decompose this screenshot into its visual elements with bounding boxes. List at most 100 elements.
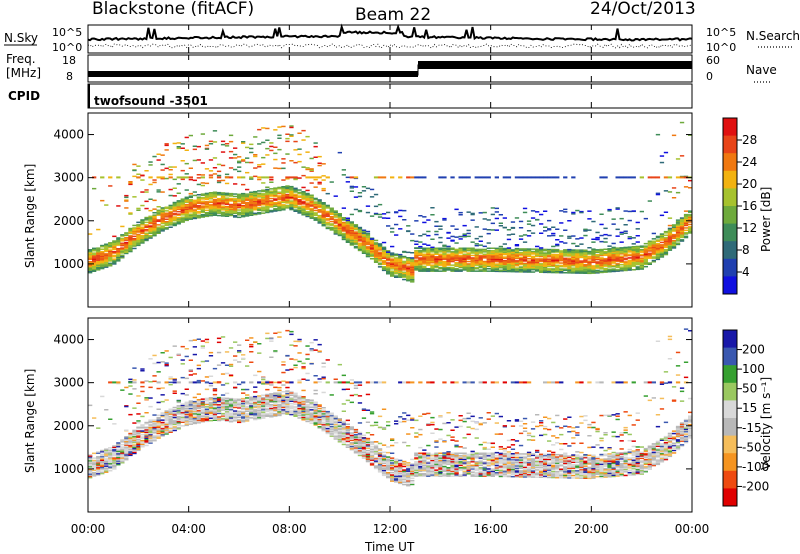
heatmap-cell (571, 262, 576, 265)
heatmap-cell (458, 264, 463, 266)
heatmap-cell (345, 233, 350, 235)
heatmap-cell (249, 413, 254, 415)
heatmap-cell (478, 235, 483, 238)
heatmap-cell (667, 249, 673, 251)
heatmap-cell (192, 381, 197, 384)
heatmap-cell (418, 241, 423, 243)
heatmap-cell (172, 429, 177, 432)
heatmap-cell (224, 195, 230, 197)
heatmap-cell (547, 256, 552, 258)
heatmap-cell (208, 405, 214, 407)
heatmap-cell (575, 257, 580, 260)
heatmap-cell (414, 264, 419, 266)
heatmap-cell (458, 247, 463, 249)
heatmap-cell (144, 380, 149, 382)
heatmap-cell (679, 239, 685, 241)
heatmap-cell (462, 224, 467, 227)
heatmap-cell (579, 263, 584, 266)
heatmap-cell (647, 246, 652, 249)
heatmap-cell (333, 232, 338, 234)
heatmap-cell (196, 204, 201, 207)
heatmap-cell (100, 258, 105, 260)
heatmap-cell (168, 173, 173, 176)
heatmap-cell (675, 158, 681, 160)
heatmap-cell (349, 448, 354, 450)
heatmap-cell (245, 399, 250, 402)
heatmap-cell (446, 264, 451, 266)
heatmap-cell (615, 207, 620, 209)
heatmap-cell (313, 206, 318, 208)
heatmap-cell (196, 174, 201, 176)
heatmap-cell (112, 242, 117, 245)
heatmap-cell (482, 251, 487, 253)
heatmap-cell (172, 207, 177, 210)
heatmap-cell (301, 129, 306, 132)
heatmap-cell (96, 259, 101, 261)
heatmap-cell (176, 203, 181, 206)
heatmap-cell (555, 258, 560, 261)
heatmap-cell (301, 402, 306, 404)
heatmap-cell (184, 405, 189, 407)
heatmap-cell (635, 256, 640, 259)
heatmap-cell (216, 364, 222, 366)
heatmap-cell (136, 421, 141, 424)
heatmap-cell (297, 201, 302, 203)
heatmap-cell (333, 230, 338, 233)
heatmap-cell (192, 215, 197, 217)
heatmap-cell (434, 248, 439, 251)
heatmap-cell (92, 473, 97, 475)
heatmap-cell (510, 257, 516, 260)
heatmap-cell (345, 427, 350, 429)
heatmap-cell (233, 205, 238, 207)
heatmap-cell (426, 252, 431, 254)
heatmap-cell (551, 250, 556, 252)
heatmap-cell (619, 217, 624, 220)
heatmap-cell (377, 266, 383, 268)
heatmap-cell (333, 213, 338, 216)
heatmap-cell (317, 416, 322, 418)
heatmap-cell (224, 398, 230, 401)
heatmap-cell (253, 136, 258, 138)
heatmap-cell (204, 400, 210, 402)
heatmap-cell (128, 248, 133, 250)
heatmap-cell (245, 410, 250, 412)
heatmap-cell (345, 234, 350, 236)
heatmap-cell (212, 173, 218, 175)
heatmap-cell (486, 251, 491, 253)
heatmap-cell (369, 449, 375, 452)
heatmap-cell (164, 418, 169, 421)
heatmap-cell (128, 212, 133, 214)
heatmap-cell (502, 243, 507, 245)
heatmap-cell (136, 237, 141, 239)
heatmap-cell (112, 461, 117, 463)
heatmap-cell (128, 454, 133, 457)
heatmap-cell (200, 215, 205, 217)
heatmap-cell (212, 204, 218, 207)
heatmap-cell (204, 214, 210, 216)
heatmap-cell (321, 224, 326, 227)
heatmap-cell (486, 270, 491, 272)
heatmap-cell (474, 262, 479, 264)
velocity-heatmap (88, 328, 693, 487)
heatmap-cell (277, 391, 282, 394)
heatmap-cell (108, 462, 113, 465)
heatmap-cell (381, 263, 387, 265)
heatmap-cell (224, 418, 230, 420)
heatmap-cell (571, 261, 576, 263)
heatmap-cell (253, 207, 258, 210)
heatmap-cell (377, 216, 383, 218)
heatmap-cell (152, 155, 157, 158)
heatmap-cell (245, 146, 250, 149)
heatmap-cell (289, 190, 294, 193)
heatmap-cell (631, 252, 636, 254)
heatmap-cell (333, 212, 338, 215)
heatmap-cell (132, 447, 137, 450)
heatmap-cell (220, 406, 226, 409)
heatmap-cell (361, 457, 367, 459)
heatmap-cell (168, 194, 173, 197)
heatmap-cell (659, 247, 665, 250)
heatmap-cell (152, 225, 157, 227)
heatmap-cell (410, 260, 415, 263)
heatmap-cell (526, 250, 532, 253)
heatmap-cell (128, 444, 133, 447)
